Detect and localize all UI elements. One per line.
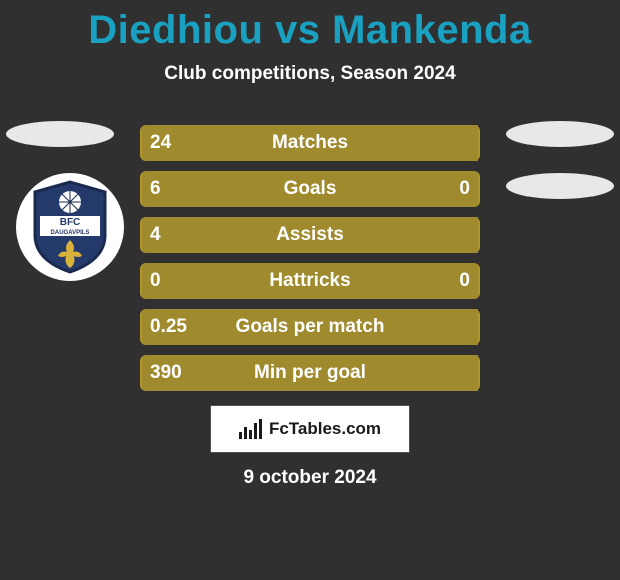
stat-value-left: 6 bbox=[140, 171, 171, 207]
subtitle: Club competitions, Season 2024 bbox=[0, 63, 620, 85]
stat-row: Min per goal390 bbox=[140, 355, 480, 391]
stat-value-right: 0 bbox=[449, 263, 480, 299]
bfc-daugavpils-crest-icon: BFC DAUGAVPILS bbox=[30, 180, 110, 274]
stat-value-left: 390 bbox=[140, 355, 192, 391]
stat-value-left: 0 bbox=[140, 263, 171, 299]
stat-label: Hattricks bbox=[140, 263, 480, 299]
page-title: Diedhiou vs Mankenda bbox=[0, 0, 620, 53]
stat-row: Goals6 0 bbox=[140, 171, 480, 207]
fctables-badge: FcTables.com bbox=[210, 405, 410, 453]
stat-value-left: 0.25 bbox=[140, 309, 197, 345]
stat-row: Matches24 bbox=[140, 125, 480, 161]
player-right-avatar-placeholder bbox=[506, 121, 614, 147]
date-label: 9 october 2024 bbox=[0, 467, 620, 489]
stat-label: Assists bbox=[140, 217, 480, 253]
comparison-panel: BFC DAUGAVPILS Matches24 Goals6 0 Assists4 H… bbox=[0, 125, 620, 489]
stat-row: Hattricks0 0 bbox=[140, 263, 480, 299]
stat-value-left: 24 bbox=[140, 125, 181, 161]
player-right-club-placeholder bbox=[506, 173, 614, 199]
stat-row: Assists4 bbox=[140, 217, 480, 253]
fctables-brand-text: FcTables.com bbox=[269, 419, 381, 439]
svg-text:BFC: BFC bbox=[60, 217, 81, 228]
bar-chart-icon bbox=[239, 419, 263, 439]
player-left-club-badge: BFC DAUGAVPILS bbox=[16, 173, 124, 281]
stat-value-right: 0 bbox=[449, 171, 480, 207]
player-left-avatar-placeholder bbox=[6, 121, 114, 147]
stat-label: Matches bbox=[140, 125, 480, 161]
stat-value-left: 4 bbox=[140, 217, 171, 253]
stat-row: Goals per match0.25 bbox=[140, 309, 480, 345]
stat-label: Goals bbox=[140, 171, 480, 207]
svg-text:DAUGAVPILS: DAUGAVPILS bbox=[51, 230, 90, 236]
stats-bar-chart: Matches24Goals60Assists4Hattricks00Goals… bbox=[140, 125, 480, 391]
